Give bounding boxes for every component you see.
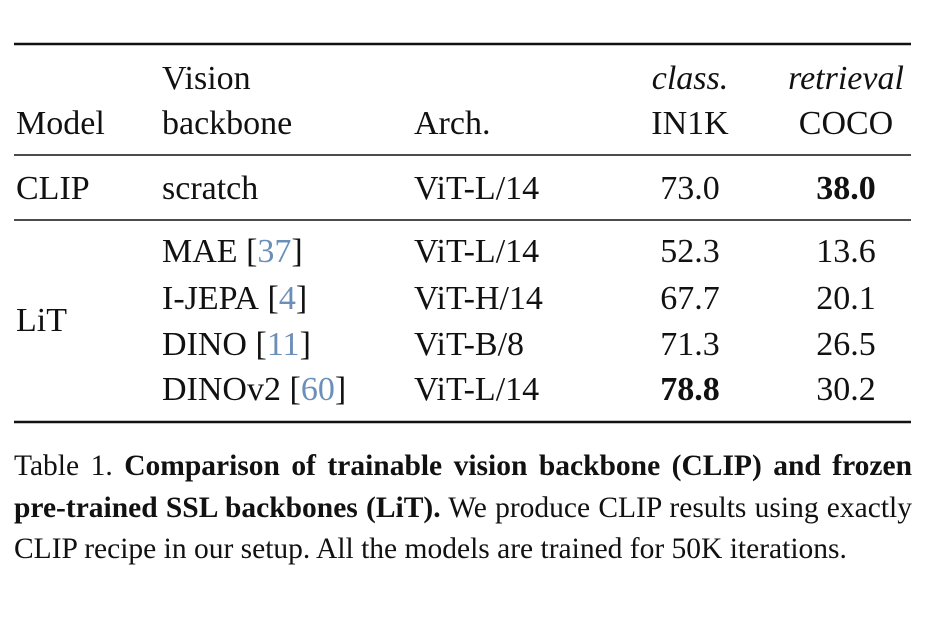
bracket: ] — [296, 280, 307, 317]
bracket: [ — [246, 233, 257, 270]
caption-text: We produce CLIP results using exactly CL… — [14, 491, 912, 566]
coco-value: 20.1 — [816, 280, 876, 317]
header-coco: retrieval — [788, 60, 904, 97]
in1k-value: 52.3 — [660, 233, 720, 270]
in1k-value: 78.8 — [660, 371, 720, 408]
bracket: ] — [335, 371, 346, 408]
header-backbone: backbone — [162, 105, 292, 142]
backbone: DINO [11] — [162, 326, 311, 363]
citation: 60 — [301, 371, 335, 408]
coco-value: 30.2 — [816, 371, 876, 408]
caption-label: Table 1. — [14, 450, 113, 482]
backbone-name: I-JEPA — [162, 280, 259, 317]
bracket: ] — [291, 233, 302, 270]
backbone: scratch — [162, 170, 258, 207]
header-model: Model — [16, 105, 105, 142]
model: CLIP — [16, 170, 90, 207]
header-arch: Arch. — [414, 105, 490, 142]
caption-bold: Comparison of trainable vision backbone … — [14, 450, 913, 524]
in1k-value: 71.3 — [660, 326, 720, 363]
caption: Table 1. Comparison of trainable vision … — [14, 446, 912, 571]
bracket: [ — [268, 280, 279, 317]
space — [281, 371, 290, 408]
header-in1k: IN1K — [651, 105, 729, 142]
arch: ViT-H/14 — [414, 280, 543, 317]
backbone-name: DINOv2 — [162, 371, 281, 408]
arch: ViT-L/14 — [414, 233, 539, 270]
in1k-value: 67.7 — [660, 280, 720, 317]
space — [259, 280, 268, 317]
bracket: [ — [289, 371, 300, 408]
arch: ViT-L/14 — [414, 371, 539, 408]
header-backbone: Vision — [162, 60, 251, 97]
in1k-value: 73.0 — [660, 170, 720, 207]
citation: 11 — [267, 326, 300, 363]
arch: ViT-L/14 — [414, 170, 539, 207]
backbone-name: DINO — [162, 326, 247, 363]
model: LiT — [16, 302, 67, 339]
backbone: MAE [37] — [162, 233, 303, 270]
backbone-name: MAE — [162, 233, 238, 270]
header-in1k: class. — [652, 60, 729, 97]
coco-value: 26.5 — [816, 326, 876, 363]
citation: 37 — [257, 233, 291, 270]
bracket: [ — [255, 326, 266, 363]
space — [238, 233, 247, 270]
table: Model Vision backbone Arch. class. IN1K … — [14, 42, 911, 424]
citation: 4 — [279, 280, 296, 317]
coco-value: 13.6 — [816, 233, 876, 270]
space — [247, 326, 256, 363]
arch: ViT-B/8 — [414, 326, 524, 363]
backbone: I-JEPA [4] — [162, 280, 307, 317]
coco-value: 38.0 — [816, 170, 876, 207]
backbone: DINOv2 [60] — [162, 371, 346, 408]
bracket: ] — [300, 326, 311, 363]
header-coco: COCO — [799, 105, 893, 142]
backbone-name: scratch — [162, 170, 258, 207]
